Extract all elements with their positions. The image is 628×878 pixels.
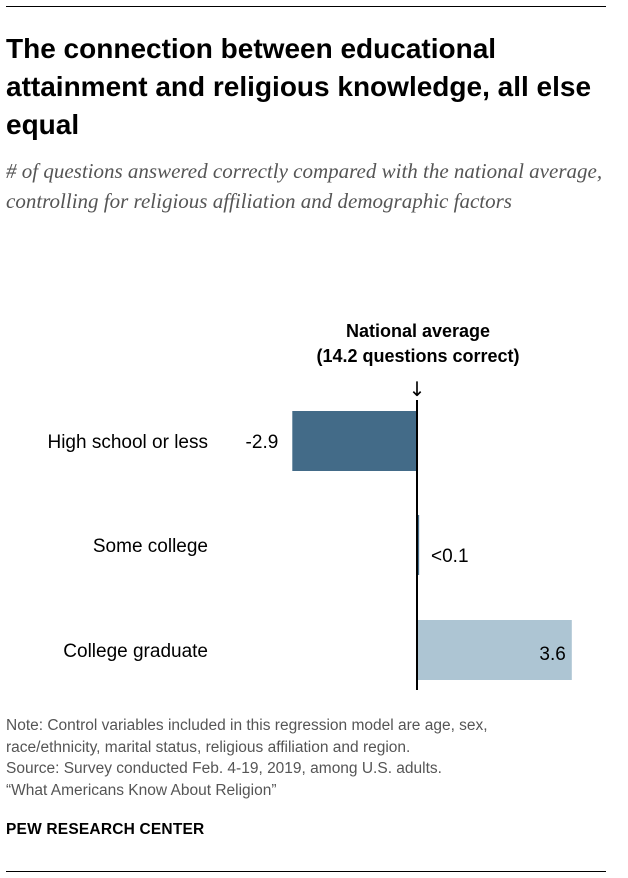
national-average-label: National average (14.2 questions correct… — [250, 319, 586, 369]
value-label: -2.9 — [246, 432, 279, 453]
bars-layer: High school or less -2.9 Some college <0.1 C… — [47, 411, 572, 680]
value-label: <0.1 — [431, 546, 469, 567]
category-label: High school or less — [47, 432, 208, 453]
national-average-label-line2: (14.2 questions correct) — [316, 346, 520, 366]
bar-high-school-or-less — [292, 411, 417, 471]
note-line-2: race/ethnicity, marital status, religiou… — [6, 738, 411, 756]
down-arrow-icon: ↓ — [409, 377, 426, 401]
chart-title: The connection between educational attai… — [6, 33, 592, 140]
value-label: 3.6 — [539, 644, 565, 665]
note-line-1: Note: Control variables included in this… — [6, 717, 488, 734]
national-average-label-line1: National average — [345, 321, 491, 341]
pew-research-center-logo: PEW RESEARCH CENTER — [6, 821, 205, 838]
top-rule — [6, 6, 606, 7]
source-line: Source: Survey conducted Feb. 4-19, 2019… — [6, 760, 442, 777]
bottom-rule — [6, 871, 606, 872]
chart-subtitle: # of questions answered correctly compar… — [6, 159, 603, 213]
bar-some-college — [417, 515, 420, 575]
bar-college-graduate — [417, 620, 572, 680]
chart-note: Note: Control variables included in this… — [6, 715, 616, 801]
report-title-line: “What Americans Know About Religion” — [6, 781, 277, 799]
category-label: College graduate — [63, 641, 208, 662]
category-label: Some college — [93, 536, 208, 557]
